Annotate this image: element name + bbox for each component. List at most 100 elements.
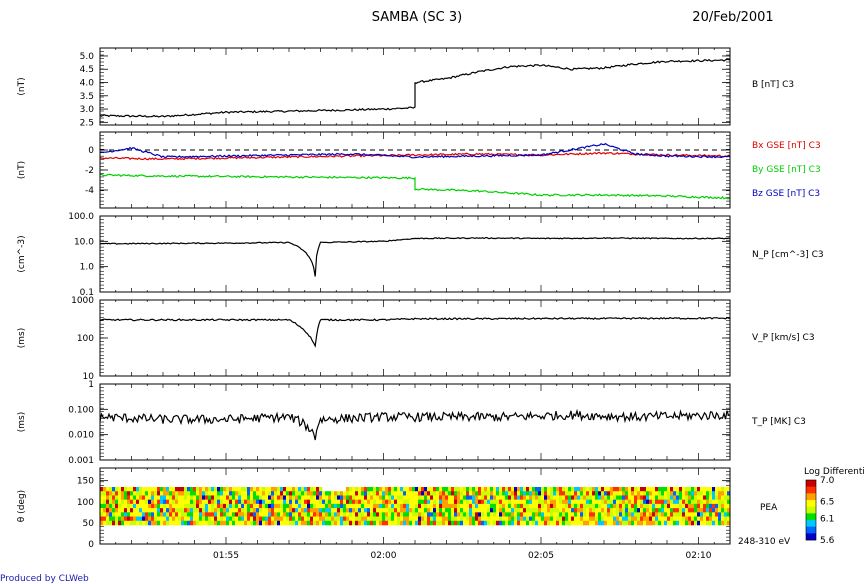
heatmap-cell bbox=[232, 520, 236, 526]
heatmap-cell bbox=[190, 512, 194, 517]
heatmap-cell bbox=[370, 487, 374, 492]
heatmap-cell bbox=[268, 508, 272, 513]
heatmap-cell bbox=[316, 520, 320, 526]
heatmap-cell bbox=[505, 520, 509, 526]
heatmap-cell bbox=[142, 491, 146, 496]
series-line bbox=[99, 316, 731, 348]
heatmap-cell bbox=[496, 512, 500, 517]
heatmap-cell bbox=[403, 491, 407, 496]
heatmap-cell bbox=[718, 516, 722, 522]
heatmap-cell bbox=[220, 516, 224, 522]
heatmap-cell bbox=[535, 487, 539, 492]
heatmap-cell bbox=[334, 499, 338, 505]
heatmap-cell bbox=[226, 512, 230, 517]
heatmap-cell bbox=[133, 491, 137, 496]
heatmap-cell bbox=[115, 512, 119, 517]
heatmap-cell bbox=[205, 503, 209, 509]
heatmap-cell bbox=[673, 495, 677, 500]
heatmap-cell bbox=[505, 499, 509, 505]
heatmap-cell bbox=[616, 491, 620, 496]
heatmap-cell bbox=[217, 487, 221, 492]
heatmap-cell bbox=[370, 508, 374, 513]
heatmap-cell bbox=[430, 508, 434, 513]
heatmap-cell bbox=[571, 520, 575, 526]
heatmap-cell bbox=[394, 491, 398, 496]
heatmap-cell bbox=[388, 491, 392, 496]
heatmap-cell bbox=[160, 495, 164, 500]
heatmap-cell bbox=[361, 520, 365, 526]
heatmap-cell bbox=[655, 508, 659, 513]
heatmap-cell bbox=[694, 512, 698, 517]
heatmap-cell bbox=[319, 520, 323, 526]
footer-credit: Produced by CLWeb bbox=[0, 574, 89, 584]
heatmap-cell bbox=[664, 508, 668, 513]
y-tick-label: 0 bbox=[88, 540, 94, 550]
heatmap-cell bbox=[244, 499, 248, 505]
heatmap-cell bbox=[391, 495, 395, 500]
heatmap-cell bbox=[385, 508, 389, 513]
heatmap-cell bbox=[184, 516, 188, 522]
heatmap-cell bbox=[664, 520, 668, 526]
heatmap-cell bbox=[541, 508, 545, 513]
heatmap-cell bbox=[640, 512, 644, 517]
heatmap-cell bbox=[682, 495, 686, 500]
heatmap-cell bbox=[718, 512, 722, 517]
heatmap-cell bbox=[325, 503, 329, 509]
heatmap-cell bbox=[289, 520, 293, 526]
heatmap-cell bbox=[499, 512, 503, 517]
heatmap-cell bbox=[673, 512, 677, 517]
heatmap-cell bbox=[529, 495, 533, 500]
heatmap-cell bbox=[685, 503, 689, 509]
heatmap-cell bbox=[628, 516, 632, 522]
heatmap-cell bbox=[703, 499, 707, 505]
heatmap-cell bbox=[193, 520, 197, 526]
heatmap-cell bbox=[250, 508, 254, 513]
heatmap-cell bbox=[478, 503, 482, 509]
heatmap-cell bbox=[727, 512, 731, 517]
heatmap-cell bbox=[190, 491, 194, 496]
series-line bbox=[99, 173, 731, 200]
heatmap-cell bbox=[676, 520, 680, 526]
heatmap-cell bbox=[472, 503, 476, 509]
series-line bbox=[99, 408, 731, 441]
heatmap-cell bbox=[700, 499, 704, 505]
heatmap-cell bbox=[433, 491, 437, 496]
heatmap-cell bbox=[163, 503, 167, 509]
heatmap-cell bbox=[595, 508, 599, 513]
heatmap-cell bbox=[511, 516, 515, 522]
heatmap-cell bbox=[220, 503, 224, 509]
heatmap-cell bbox=[409, 491, 413, 496]
heatmap-cell bbox=[442, 487, 446, 492]
heatmap-cell bbox=[373, 520, 377, 526]
heatmap-cell bbox=[502, 499, 506, 505]
heatmap-cell bbox=[553, 495, 557, 500]
heatmap-cell bbox=[706, 512, 710, 517]
heatmap-cell bbox=[280, 491, 284, 496]
heatmap-cell bbox=[121, 487, 125, 492]
heatmap-cell bbox=[658, 503, 662, 509]
heatmap-cell bbox=[421, 520, 425, 526]
heatmap-cell bbox=[655, 487, 659, 492]
heatmap-cell bbox=[346, 508, 350, 513]
heatmap-cell bbox=[445, 520, 449, 526]
heatmap-cell bbox=[631, 503, 635, 509]
heatmap-cell bbox=[337, 503, 341, 509]
heatmap-cell bbox=[538, 503, 542, 509]
heatmap-cell bbox=[535, 520, 539, 526]
heatmap-cell bbox=[661, 495, 665, 500]
heatmap-cell bbox=[472, 499, 476, 505]
heatmap-cell bbox=[112, 508, 116, 513]
heatmap-cell bbox=[220, 520, 224, 526]
heatmap-cell bbox=[439, 512, 443, 517]
heatmap-cell bbox=[481, 495, 485, 500]
heatmap-cell bbox=[262, 491, 266, 496]
heatmap-cell bbox=[295, 487, 299, 492]
heatmap-cell bbox=[223, 499, 227, 505]
heatmap-cell bbox=[364, 499, 368, 505]
heatmap-cell bbox=[655, 520, 659, 526]
heatmap-cell bbox=[481, 516, 485, 522]
heatmap-cell bbox=[715, 499, 719, 505]
heatmap-cell bbox=[367, 508, 371, 513]
heatmap-cell bbox=[106, 503, 110, 509]
